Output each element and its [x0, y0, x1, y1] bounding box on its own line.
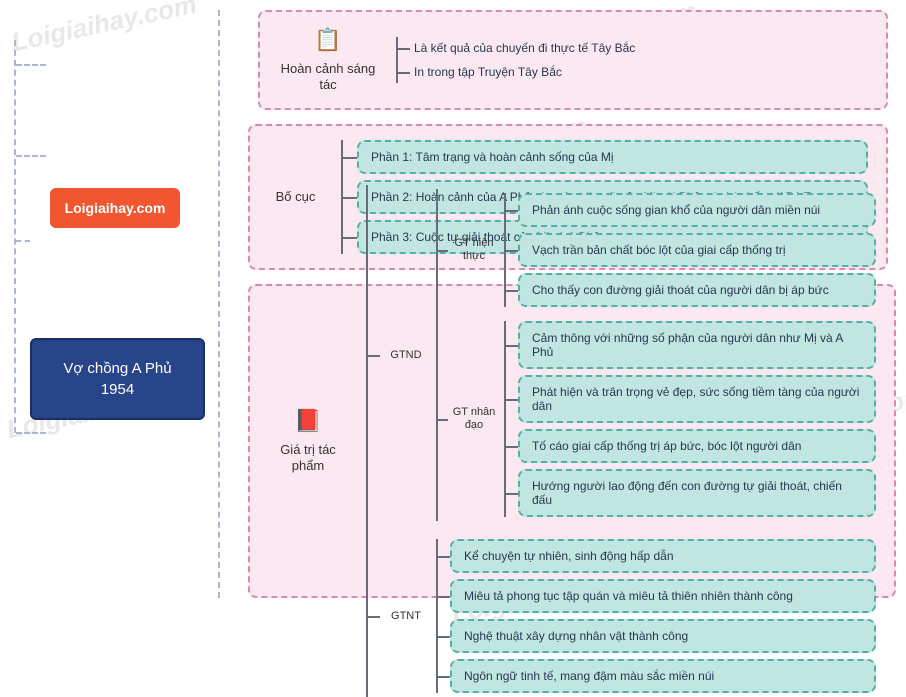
- leaf: Là kết quả của chuyến đi thực tế Tây Bắc: [412, 37, 868, 59]
- gtnt-node: GTNT Kể chuyện tự nhiên, sinh động hấp d…: [382, 539, 876, 693]
- branch1-label: 📋 Hoàn cảnh sáng tác: [278, 26, 378, 94]
- leaf-box: Kể chuyện tự nhiên, sinh động hấp dẫn: [450, 539, 876, 573]
- note-icon: 📋: [278, 26, 378, 55]
- nd-label: GT nhân đạo: [450, 406, 498, 432]
- gt-hien-thuc: GT hiện thực Phản ánh cuộc sống gian khổ…: [450, 193, 876, 307]
- leaf-box: Phát hiện và trân trọng vẻ đẹp, sức sống…: [518, 375, 876, 423]
- branch3-title: Giá trị tác phẩm: [280, 442, 336, 474]
- leaf-box: Tố cáo giai cấp thống trị áp bức, bóc lộ…: [518, 429, 876, 463]
- root-line2: 1954: [101, 381, 134, 398]
- gtnt-label: GTNT: [382, 610, 430, 623]
- leaf: In trong tập Truyện Tây Bắc: [412, 61, 868, 83]
- logo-badge: Loigiaihay.com: [50, 188, 180, 228]
- root-node: Vợ chồng A Phủ 1954: [30, 338, 205, 420]
- root-line1: Vợ chồng A Phủ: [63, 360, 171, 377]
- branch-hoan-canh: 📋 Hoàn cảnh sáng tác Là kết quả của chuy…: [258, 10, 888, 110]
- gt-nhan-dao: GT nhân đạo Cảm thông với những số phận …: [450, 321, 876, 517]
- gtnd-node: GTND GT hiện thực Phản ánh cuộc sống gia…: [382, 189, 876, 521]
- book-icon: 📕: [268, 407, 348, 436]
- gtnd-label: GTND: [382, 349, 430, 362]
- leaf-box: Nghệ thuật xây dựng nhân vật thành công: [450, 619, 876, 653]
- leaf-box: Cảm thông với những số phận của người dâ…: [518, 321, 876, 369]
- leaf-box: Ngôn ngữ tinh tế, mang đậm màu sắc miền …: [450, 659, 876, 693]
- branch-gia-tri: 📕 Giá trị tác phẩm GTND GT hiện thực Phả…: [248, 284, 896, 598]
- leaf-box: Phần 1: Tâm trạng và hoàn cảnh sống của …: [357, 140, 868, 174]
- leaf-box: Hướng người lao động đến con đường tự gi…: [518, 469, 876, 517]
- branch1-title: Hoàn cảnh sáng tác: [281, 61, 376, 93]
- ht-label: GT hiện thực: [450, 237, 498, 263]
- mindmap-container: Loigiaihay.com Vợ chồng A Phủ 1954 📋 Hoà…: [0, 0, 906, 608]
- leaf-box: Vạch trần bản chất bóc lột của giai cấp …: [518, 233, 876, 267]
- leaf-box: Miêu tả phong tục tập quán và miêu tả th…: [450, 579, 876, 613]
- leaf-box: Phản ánh cuộc sống gian khổ của người dâ…: [518, 193, 876, 227]
- branch3-label: 📕 Giá trị tác phẩm: [268, 407, 348, 475]
- branch2-label: Bố cục: [268, 189, 323, 206]
- leaf-box: Cho thấy con đường giải thoát của người …: [518, 273, 876, 307]
